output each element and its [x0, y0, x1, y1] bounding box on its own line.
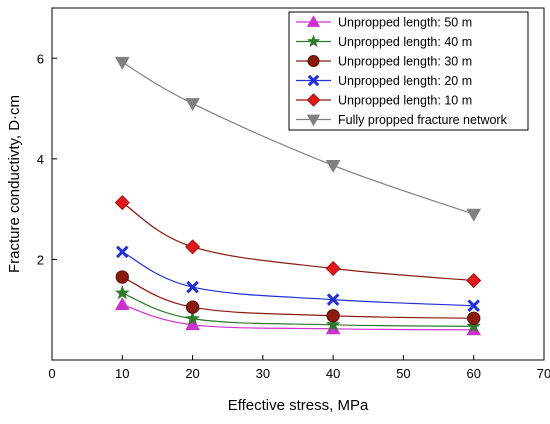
legend-item-2: Unpropped length: 30 m: [296, 55, 472, 69]
legend-label-5: Fully propped fracture network: [338, 113, 508, 127]
data-point-5-0: [114, 56, 130, 70]
y-tick-label-2: 6: [37, 51, 44, 66]
x-axis-title: Effective stress, MPa: [228, 397, 369, 414]
data-point-3-3-stroke-b: [467, 299, 480, 312]
data-point-3-0: [116, 245, 129, 259]
series-1: [114, 285, 482, 333]
data-point-5-2: [325, 160, 341, 173]
legend-item-5: Fully propped fracture network: [296, 113, 508, 127]
data-point-2-3: [467, 311, 481, 325]
series-2: [115, 270, 481, 325]
series-line-4: [121, 202, 474, 282]
data-point-4-3: [466, 273, 482, 289]
legend-label-3: Unpropped length: 20 m: [338, 74, 472, 88]
legend-marker-3: [307, 74, 320, 87]
legend-label-1: Unpropped length: 40 m: [338, 35, 472, 49]
legend-label-2: Unpropped length: 30 m: [338, 55, 472, 69]
x-tick-label-1: 10: [115, 366, 129, 381]
data-point-4-1: [185, 239, 201, 255]
data-point-3-1-stroke-b: [186, 280, 199, 294]
legend-marker-4: [306, 93, 321, 107]
data-point-3-1: [186, 280, 199, 294]
x-tick-label-2: 20: [185, 366, 199, 381]
legend-marker-2: [307, 54, 320, 68]
data-point-4-2: [325, 260, 341, 277]
legend-item-4: Unpropped length: 10 m: [296, 93, 472, 108]
legend-box: [288, 11, 529, 131]
data-point-3-3: [467, 299, 480, 312]
data-point-1-0: [114, 285, 130, 300]
legend: Unpropped length: 50 m Unpropped length: …: [288, 11, 529, 131]
data-point-2-1: [185, 300, 200, 314]
plot-frame: [51, 7, 545, 361]
data-point-2-0: [115, 270, 129, 284]
legend-marker-1: [306, 34, 321, 48]
legend-label-0: Unpropped length: 50 m: [338, 16, 472, 30]
data-point-0-0: [114, 297, 130, 311]
x-tick-label-6: 60: [466, 366, 480, 381]
data-point-4-0: [114, 195, 130, 211]
y-tick-label-0: 2: [37, 252, 44, 267]
data-point-3-2-stroke-b: [326, 293, 340, 306]
y-tick-label-1: 4: [37, 152, 44, 167]
data-point-5-1: [185, 98, 200, 112]
series-layer: [114, 56, 482, 336]
series-3: [116, 245, 480, 312]
legend-marker-0: [306, 15, 321, 27]
data-point-3-0-stroke-b: [116, 245, 129, 259]
legend-item-0: Unpropped length: 50 m: [296, 15, 472, 30]
data-point-1-3: [466, 318, 482, 333]
series-line-1: [122, 292, 474, 327]
x-tick-label-4: 40: [326, 366, 340, 381]
legend-item-3: Unpropped length: 20 m: [296, 74, 472, 88]
series-line-5: [121, 61, 474, 215]
legend-marker-3-stroke-b: [307, 74, 320, 87]
data-point-1-1: [185, 310, 201, 326]
series-5: [114, 56, 482, 222]
data-point-3-2: [326, 293, 340, 306]
data-point-5-3: [466, 208, 482, 222]
x-tick-label-7: 70: [537, 366, 550, 381]
legend-item-1: Unpropped length: 40 m: [296, 34, 472, 49]
series-line-0: [122, 304, 474, 331]
y-axis-title: Fracture conductivty, D·cm: [6, 95, 23, 273]
x-tick-label-5: 50: [396, 366, 410, 381]
axis-layer: 0 10 20 30 40 50 60 70 2 4 6: [37, 51, 550, 381]
x-tick-label-3: 30: [256, 366, 270, 381]
data-point-1-2: [325, 316, 341, 332]
data-point-2-2: [326, 309, 340, 323]
series-line-3: [122, 251, 474, 307]
legend-marker-5: [306, 114, 321, 127]
legend-label-4: Unpropped length: 10 m: [338, 94, 472, 108]
series-4: [114, 195, 482, 289]
x-tick-label-0: 0: [48, 366, 55, 381]
series-line-2: [122, 276, 474, 319]
